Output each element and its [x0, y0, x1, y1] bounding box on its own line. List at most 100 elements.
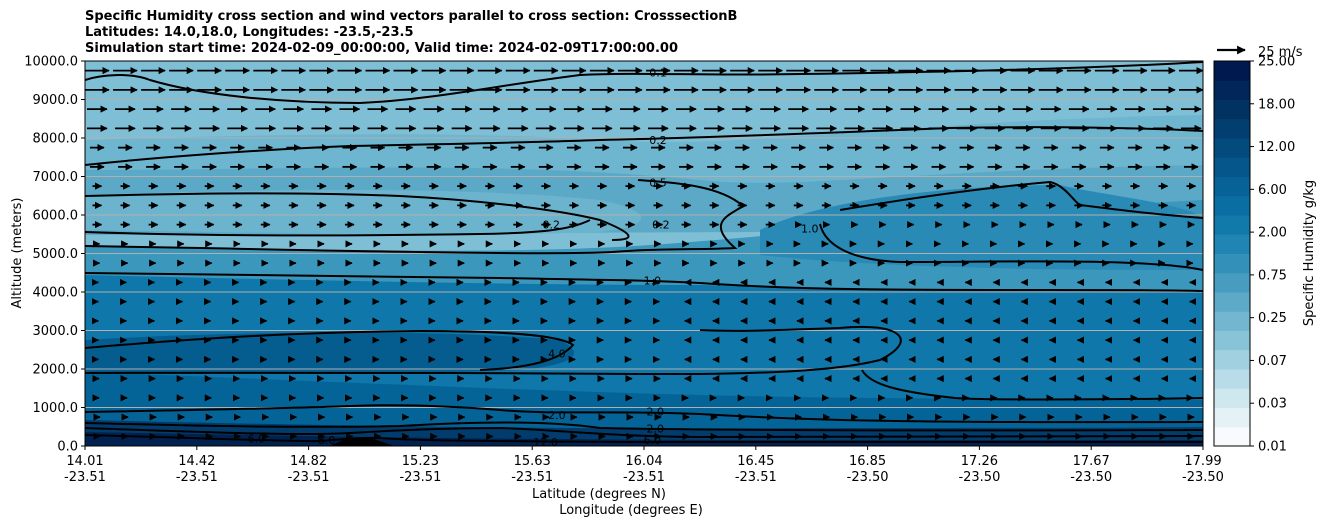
contour-label: 4.0 — [548, 348, 566, 361]
y-tick-label: 10000.0 — [24, 55, 78, 70]
colorbar-tick-label: 12.00 — [1258, 140, 1295, 155]
contour-label: 1.0 — [644, 274, 662, 287]
colorbar — [1214, 61, 1250, 447]
x-tick-label-lon: -23.51 — [511, 470, 553, 485]
x-tick-label-lon: -23.51 — [64, 470, 106, 485]
colorbar-frame — [1213, 60, 1251, 447]
colorbar-segment — [1214, 195, 1250, 216]
colorbar-tick-label: 25.00 — [1258, 55, 1295, 70]
colorbar-segment — [1214, 138, 1250, 158]
x-axis-label-longitude: Longitude (degrees E) — [559, 503, 703, 518]
y-tick-label: 9000.0 — [33, 93, 79, 108]
contour-label: 1.0 — [801, 222, 819, 235]
colorbar-tick-label: 0.07 — [1258, 354, 1287, 369]
x-tick-label-lon: -23.51 — [735, 470, 777, 485]
x-tick-label-lat: 14.82 — [290, 454, 327, 469]
contour-line-3.0 — [85, 421, 1203, 432]
x-tick-label-lon: -23.50 — [1182, 470, 1224, 485]
contour-line-0.5 — [85, 192, 630, 241]
colorbar-tick-label: 18.00 — [1258, 97, 1295, 112]
y-axis-label: Altitude (meters) — [10, 198, 25, 309]
y-tick-label: 1000.0 — [33, 401, 79, 416]
contour-label: 2.0 — [548, 409, 566, 422]
colorbar-tick-label: 0.03 — [1258, 397, 1287, 412]
colorbar-segment — [1214, 330, 1250, 351]
contour-line-2.0-upper — [85, 325, 902, 376]
y-tick-label: 6000.0 — [33, 209, 79, 224]
x-tick-label-lat: 16.45 — [737, 454, 774, 469]
band-moist-core — [85, 332, 575, 373]
colorbar-segment — [1214, 292, 1250, 312]
contour-label: 12.0 — [533, 436, 558, 449]
colorbar-segment — [1214, 407, 1250, 428]
colorbar-segment — [1214, 118, 1250, 139]
colorbar-segment — [1214, 99, 1250, 120]
colorbar-segment — [1214, 311, 1250, 331]
contour-label: 6.0 — [248, 432, 266, 445]
x-tick-label-lon: -23.50 — [1070, 470, 1112, 485]
contour-line-1.0-east — [839, 180, 1203, 219]
colorbar-segment — [1214, 369, 1250, 389]
colorbar-segment — [1214, 234, 1250, 254]
contour-label: 2.0 — [646, 423, 664, 436]
colorbar-segment — [1214, 426, 1250, 447]
x-tick-label-lon: -23.51 — [623, 470, 665, 485]
contour-label: 0.2 — [649, 134, 667, 147]
x-tick-label-lon: -23.51 — [288, 470, 330, 485]
x-tick-label-lat: 16.85 — [849, 454, 886, 469]
contour-line-2.0-lower — [85, 404, 1203, 424]
contour-line-1.0-inner — [819, 223, 1203, 271]
x-tick-label-lat: 17.99 — [1184, 454, 1221, 469]
colorbar-segment — [1214, 215, 1250, 235]
colorbar-segment — [1214, 272, 1250, 293]
x-tick-label-lat: 17.67 — [1073, 454, 1110, 469]
x-tick-label-lon: -23.50 — [847, 470, 889, 485]
y-tick-label: 0.0 — [57, 440, 78, 455]
x-axis-label-latitude: Latitude (degrees N) — [532, 487, 666, 502]
colorbar-tick-label: 0.25 — [1258, 311, 1287, 326]
contour-label: 0.5 — [649, 176, 667, 189]
y-tick-label: 4000.0 — [33, 286, 79, 301]
y-tick-label: 5000.0 — [33, 247, 79, 262]
contour-label: 0.1 — [649, 67, 667, 80]
x-tick-label-lon: -23.50 — [958, 470, 1000, 485]
chart-title: Specific Humidity cross section and wind… — [85, 9, 737, 57]
x-tick-label-lat: 14.01 — [66, 454, 103, 469]
x-tick-label-lat: 14.42 — [178, 454, 215, 469]
colorbar-segment — [1214, 80, 1250, 100]
colorbar-tick-label: 2.00 — [1258, 226, 1287, 241]
wind-vectors — [85, 67, 1203, 440]
colorbar-tick-label: 0.75 — [1258, 268, 1287, 283]
y-tick-label: 2000.0 — [33, 363, 79, 378]
colorbar-tick-label: 6.00 — [1258, 183, 1287, 198]
wind-key: 25 m/s — [1217, 45, 1303, 60]
colorbar-segment — [1214, 253, 1250, 274]
colorbar-ticks: 0.01 0.03 0.07 0.25 0.75 2.00 6.00 12.00 18.00 25… — [1250, 55, 1295, 455]
contour-line-8.0 — [85, 434, 1203, 444]
contour-line-6.0 — [85, 426, 1203, 439]
y-tick-label: 8000.0 — [33, 132, 79, 147]
band-dry-pocket — [85, 190, 642, 235]
x-tick-label-lon: -23.51 — [176, 470, 218, 485]
x-tick-label-lon: -23.51 — [399, 470, 441, 485]
colorbar-segment — [1214, 157, 1250, 177]
x-tick-label-lat: 15.23 — [402, 454, 439, 469]
grid-lines — [85, 99, 1203, 408]
x-axis: 14.01-23.5114.42-23.5114.82-23.5115.23-2… — [64, 446, 1224, 485]
contour-line-0.2-lower — [85, 219, 591, 237]
colorbar-segment — [1214, 349, 1250, 370]
y-tick-label: 7000.0 — [33, 170, 79, 185]
colorbar-label: Specific Humidity g/kg — [1302, 180, 1317, 326]
title-line-3: Simulation start time: 2024-02-09_00:00:… — [85, 41, 678, 56]
colorbar-segment — [1214, 61, 1250, 81]
x-tick-label-lat: 17.26 — [961, 454, 998, 469]
title-line-1: Specific Humidity cross section and wind… — [85, 9, 738, 24]
colorbar-segment — [1214, 388, 1250, 408]
x-tick-label-lat: 15.63 — [514, 454, 551, 469]
wind-key-label: 25 m/s — [1258, 45, 1303, 60]
colorbar-tick-label: 0.01 — [1258, 440, 1287, 455]
y-tick-label: 3000.0 — [33, 324, 79, 339]
colorbar-segment — [1214, 176, 1250, 197]
title-line-2: Latitudes: 14.0,18.0, Longitudes: -23.5,… — [85, 25, 414, 40]
